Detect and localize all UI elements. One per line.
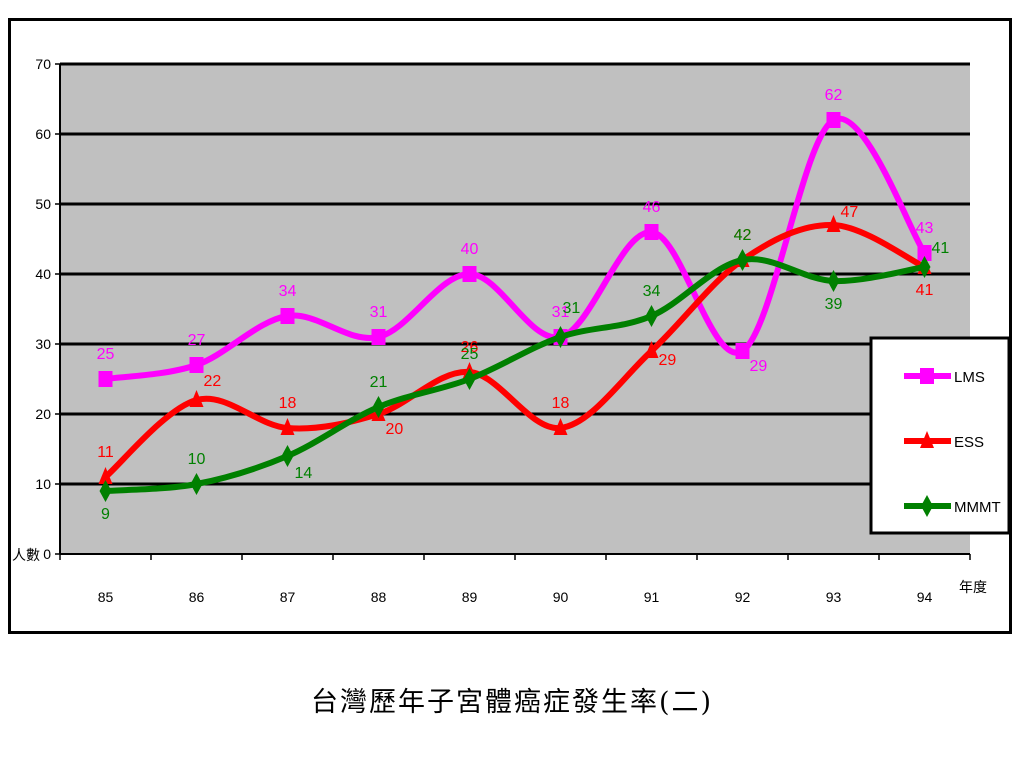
y-tick-label: 40 bbox=[35, 266, 51, 282]
y-tick-label: 20 bbox=[35, 406, 51, 422]
marker-mmmt bbox=[281, 445, 294, 467]
y-tick-label: 0 bbox=[43, 546, 51, 562]
marker-mmmt bbox=[645, 305, 658, 327]
legend: LMS ESS MMMT bbox=[869, 336, 1011, 535]
y-tick-label: 10 bbox=[35, 476, 51, 492]
data-label-lms: 31 bbox=[370, 304, 388, 321]
y-tick-label: 50 bbox=[35, 196, 51, 212]
data-label-ess: 22 bbox=[204, 373, 222, 390]
x-axis-unit: 年度 bbox=[959, 579, 987, 595]
data-label-lms: 43 bbox=[916, 220, 934, 237]
data-label-lms: 46 bbox=[643, 199, 661, 216]
x-tick-label: 85 bbox=[98, 589, 114, 605]
legend-label-lms: LMS bbox=[954, 369, 985, 386]
marker-lms bbox=[189, 357, 204, 373]
legend-marker-lms bbox=[920, 368, 934, 384]
data-label-mmmt: 39 bbox=[825, 296, 843, 313]
data-label-mmmt: 31 bbox=[563, 300, 581, 317]
data-label-ess: 26 bbox=[461, 339, 479, 356]
x-tick-label: 91 bbox=[644, 589, 660, 605]
legend-marker-mmmt bbox=[921, 495, 933, 517]
x-tick-label: 93 bbox=[826, 589, 842, 605]
marker-lms bbox=[280, 308, 295, 324]
data-label-ess: 20 bbox=[386, 421, 404, 438]
data-label-mmmt: 9 bbox=[101, 506, 110, 523]
marker-mmmt bbox=[918, 256, 931, 278]
data-label-ess: 42 bbox=[734, 227, 752, 244]
x-tick-label: 87 bbox=[280, 589, 296, 605]
chart-frame: 0 10 20 30 40 50 60 70 85 86 87 88 89 90 91 92 93 94 人數 年度 … bbox=[8, 18, 1012, 634]
marker-lms bbox=[371, 329, 386, 345]
data-label-ess: 11 bbox=[97, 444, 114, 461]
marker-mmmt bbox=[554, 326, 567, 348]
marker-mmmt bbox=[827, 270, 840, 292]
marker-lms bbox=[462, 266, 477, 282]
data-label-lms: 29 bbox=[750, 358, 768, 375]
legend-label-ess: ESS bbox=[954, 434, 984, 451]
legend-box bbox=[869, 336, 1011, 535]
data-label-lms: 34 bbox=[279, 283, 297, 300]
y-tick-label: 30 bbox=[35, 336, 51, 352]
marker-lms bbox=[735, 343, 750, 359]
x-tick-label: 90 bbox=[553, 589, 569, 605]
y-tick-label: 70 bbox=[35, 56, 51, 72]
data-label-ess: 47 bbox=[841, 204, 859, 221]
data-label-mmmt: 21 bbox=[370, 374, 388, 391]
x-tick-label: 94 bbox=[917, 589, 933, 605]
data-label-mmmt: 34 bbox=[643, 283, 661, 300]
marker-ess bbox=[644, 341, 659, 358]
marker-mmmt bbox=[463, 368, 476, 390]
marker-lms bbox=[644, 224, 659, 240]
chart-caption: 台灣歷年子宮體癌症發生率(二) bbox=[310, 687, 714, 718]
marker-lms bbox=[826, 112, 841, 128]
data-label-lms: 40 bbox=[461, 241, 479, 258]
data-label-mmmt: 42 bbox=[734, 227, 752, 244]
marker-ess bbox=[826, 215, 841, 232]
data-label-mmmt: 25 bbox=[461, 346, 479, 363]
data-label-mmmt: 41 bbox=[932, 240, 950, 257]
marker-ess bbox=[189, 390, 204, 407]
x-tick-label: 86 bbox=[189, 589, 205, 605]
marker-ess bbox=[98, 467, 113, 484]
data-label-lms: 62 bbox=[825, 87, 843, 104]
data-label-lms: 27 bbox=[188, 332, 206, 349]
marker-mmmt bbox=[372, 396, 385, 418]
data-label-ess: 18 bbox=[279, 395, 297, 412]
y-tick-label: 60 bbox=[35, 126, 51, 142]
legend-marker-ess bbox=[920, 431, 934, 448]
data-label-lms: 25 bbox=[97, 346, 115, 363]
y-axis-unit: 人數 bbox=[12, 547, 40, 563]
data-label-ess: 41 bbox=[916, 282, 934, 299]
x-tick-label: 89 bbox=[462, 589, 478, 605]
marker-mmmt bbox=[190, 473, 203, 495]
marker-lms bbox=[98, 371, 113, 387]
data-label-mmmt: 10 bbox=[188, 451, 206, 468]
data-label-lms: 31 bbox=[552, 304, 570, 321]
marker-mmmt bbox=[736, 249, 749, 271]
series-line-ess bbox=[102, 221, 928, 480]
x-tick-label: 88 bbox=[371, 589, 387, 605]
data-label-ess: 29 bbox=[659, 352, 677, 369]
marker-lms bbox=[917, 245, 932, 261]
x-tick-label: 92 bbox=[735, 589, 751, 605]
legend-label-mmmt: MMMT bbox=[954, 499, 1001, 516]
marker-ess bbox=[553, 418, 568, 435]
data-label-ess: 18 bbox=[552, 395, 570, 412]
data-label-mmmt: 14 bbox=[295, 465, 313, 482]
series-line-mmmt bbox=[102, 256, 928, 494]
marker-mmmt bbox=[99, 480, 112, 502]
marker-ess bbox=[280, 418, 295, 435]
